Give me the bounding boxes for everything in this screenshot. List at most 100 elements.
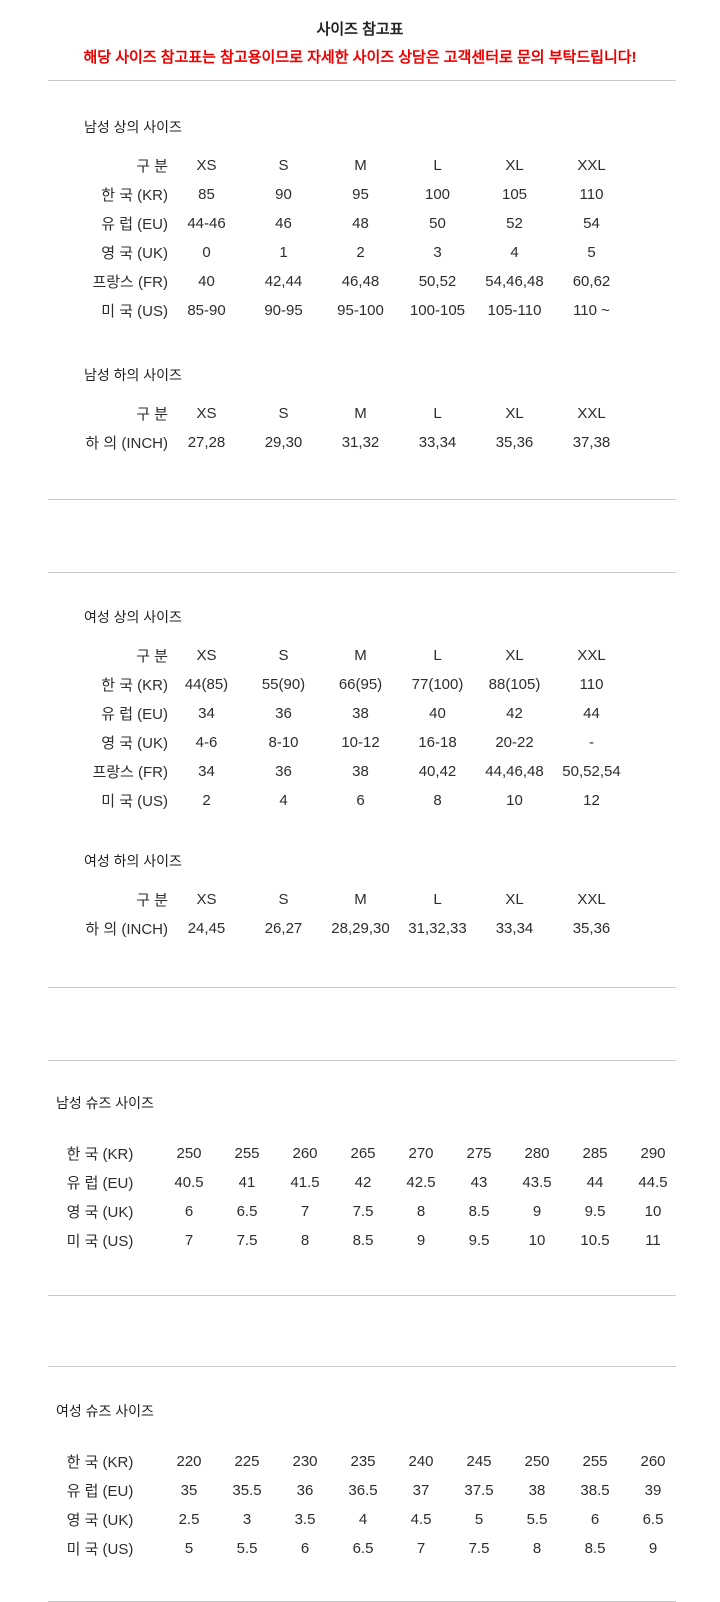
size-value-cell: 9.5	[584, 1203, 606, 1220]
size-value-cell: 4-6	[195, 734, 218, 751]
size-value-cell: 7	[300, 1203, 310, 1220]
header-size-cell: XS	[196, 647, 217, 664]
size-value-cell: 7.5	[352, 1203, 374, 1220]
size-value-cell: 255	[582, 1453, 608, 1470]
section-mens-tops: 남성 상의 사이즈 구 분 XS S M L XL XXL 한 국 (KR) 85 90 95 100…	[0, 117, 720, 325]
size-value-cell: 48	[352, 215, 369, 232]
size-value-cell: 6	[590, 1511, 600, 1528]
size-value-cell: 7.5	[236, 1232, 258, 1249]
header-size-cell: M	[354, 647, 367, 664]
size-value-cell: 90-95	[264, 302, 303, 319]
size-value-cell: 235	[350, 1453, 376, 1470]
size-value-cell: 0	[202, 244, 211, 261]
section-mens-bottoms: 남성 하의 사이즈 구 분 XS S M L XL XXL 하 의 (INCH) 27,28 29…	[0, 365, 720, 457]
size-value-cell: 44,46,48	[485, 763, 544, 780]
size-value-cell: 55(90)	[261, 676, 306, 693]
size-value-cell: 3	[433, 244, 442, 261]
header-size-cell: L	[433, 647, 442, 664]
table-header-row: 구 분 XS S M L XL XXL	[55, 641, 630, 670]
size-value-cell: 10.5	[580, 1232, 610, 1249]
size-value-cell: 50,52	[418, 273, 457, 290]
size-value-cell: 270	[408, 1145, 434, 1162]
size-value-cell: 7	[184, 1232, 194, 1249]
size-value-cell: 60,62	[572, 273, 611, 290]
row-label-cell: 유 럽 (EU)	[66, 1175, 134, 1192]
size-value-cell: 24,45	[187, 920, 226, 937]
table-row: 유 럽 (EU) 44-46 46 48 50 52 54	[55, 209, 630, 238]
header-size-cell: S	[278, 405, 289, 422]
size-value-cell: 36.5	[348, 1482, 378, 1499]
page-title: 사이즈 참고표	[316, 21, 404, 38]
header-size-cell: M	[354, 405, 367, 422]
size-value-cell: 5	[184, 1540, 194, 1557]
size-value-cell: 38	[352, 705, 369, 722]
size-value-cell: 54	[583, 215, 600, 232]
divider	[48, 499, 676, 500]
header-size-cell: S	[278, 157, 289, 174]
header-size-cell: S	[278, 647, 289, 664]
size-value-cell: 50	[429, 215, 446, 232]
mens-bottoms-table: 구 분 XS S M L XL XXL 하 의 (INCH) 27,28 29,30 31,32 33…	[55, 399, 630, 457]
section-title-mens-tops: 남성 상의 사이즈	[84, 119, 182, 135]
size-value-cell: 28,29,30	[331, 920, 390, 937]
size-value-cell: 4	[510, 244, 519, 261]
size-value-cell: 36	[296, 1482, 314, 1499]
table-row: 한 국 (KR) 220 225 230 235 240 245 250 255 260	[40, 1447, 682, 1476]
notice-text: 해당 사이즈 참고표는 참고용이므로 자세한 사이즈 상담은 고객센터로 문의 …	[83, 49, 637, 66]
size-value-cell: 110 ~	[573, 302, 610, 319]
size-value-cell: 5.5	[236, 1540, 258, 1557]
divider	[48, 1366, 676, 1367]
size-value-cell: 77(100)	[411, 676, 464, 693]
row-label-cell: 미 국 (US)	[101, 303, 168, 320]
table-row: 프랑스 (FR) 40 42,44 46,48 50,52 54,46,48 60,62	[55, 267, 630, 296]
row-label-cell: 영 국 (UK)	[66, 1204, 134, 1221]
size-value-cell: 4	[358, 1511, 368, 1528]
size-value-cell: 42	[506, 705, 523, 722]
size-value-cell: 42	[354, 1174, 372, 1191]
size-value-cell: 44(85)	[184, 676, 229, 693]
size-value-cell: 43	[470, 1174, 488, 1191]
size-value-cell: 7	[416, 1540, 426, 1557]
row-label-cell: 미 국 (US)	[101, 793, 168, 810]
mens-tops-table: 구 분 XS S M L XL XXL 한 국 (KR) 85 90 95 100 105 110 유 럽 …	[55, 151, 630, 325]
size-value-cell: 54,46,48	[485, 273, 544, 290]
size-value-cell: 6	[300, 1540, 310, 1557]
table-row: 영 국 (UK) 0 1 2 3 4 5	[55, 238, 630, 267]
size-value-cell: 220	[176, 1453, 202, 1470]
size-value-cell: 41.5	[290, 1174, 320, 1191]
table-row: 유 럽 (EU) 34 36 38 40 42 44	[55, 699, 630, 728]
header-size-cell: XL	[505, 647, 524, 664]
size-value-cell: 16-18	[418, 734, 457, 751]
divider	[48, 80, 676, 81]
section-womens-tops: 여성 상의 사이즈 구 분 XS S M L XL XXL 한 국 (KR) 44(85) 55(…	[0, 607, 720, 815]
size-value-cell: 31,32	[341, 434, 380, 451]
size-value-cell: 6.5	[236, 1203, 258, 1220]
section-title-womens-bottoms: 여성 하의 사이즈	[84, 853, 182, 869]
header-size-cell: L	[433, 157, 442, 174]
row-label-cell: 미 국 (US)	[66, 1541, 134, 1558]
header-size-cell: XXL	[577, 891, 606, 908]
size-value-cell: 265	[350, 1145, 376, 1162]
size-value-cell: 4	[279, 792, 288, 809]
size-value-cell: 255	[234, 1145, 260, 1162]
size-value-cell: 6	[184, 1203, 194, 1220]
size-value-cell: 20-22	[495, 734, 534, 751]
section-title-mens-shoes: 남성 슈즈 사이즈	[56, 1095, 154, 1111]
table-row: 영 국 (UK) 6 6.5 7 7.5 8 8.5 9 9.5 10	[40, 1197, 682, 1226]
size-value-cell: 34	[198, 763, 215, 780]
size-value-cell: 42.5	[406, 1174, 436, 1191]
table-row: 영 국 (UK) 2.5 3 3.5 4 4.5 5 5.5 6 6.5	[40, 1505, 682, 1534]
size-value-cell: 8-10	[268, 734, 299, 751]
size-value-cell: 2	[356, 244, 365, 261]
size-value-cell: 8	[416, 1203, 426, 1220]
table-row: 하 의 (INCH) 27,28 29,30 31,32 33,34 35,36 37,38	[55, 428, 630, 457]
divider	[48, 987, 676, 988]
size-value-cell: 225	[234, 1453, 260, 1470]
header-label-cell: 구 분	[136, 648, 168, 665]
row-label-cell: 한 국 (KR)	[101, 187, 168, 204]
size-value-cell: 52	[506, 215, 523, 232]
header-label-cell: 구 분	[136, 892, 168, 909]
divider	[48, 1295, 676, 1296]
size-value-cell: 285	[582, 1145, 608, 1162]
size-value-cell: 240	[408, 1453, 434, 1470]
